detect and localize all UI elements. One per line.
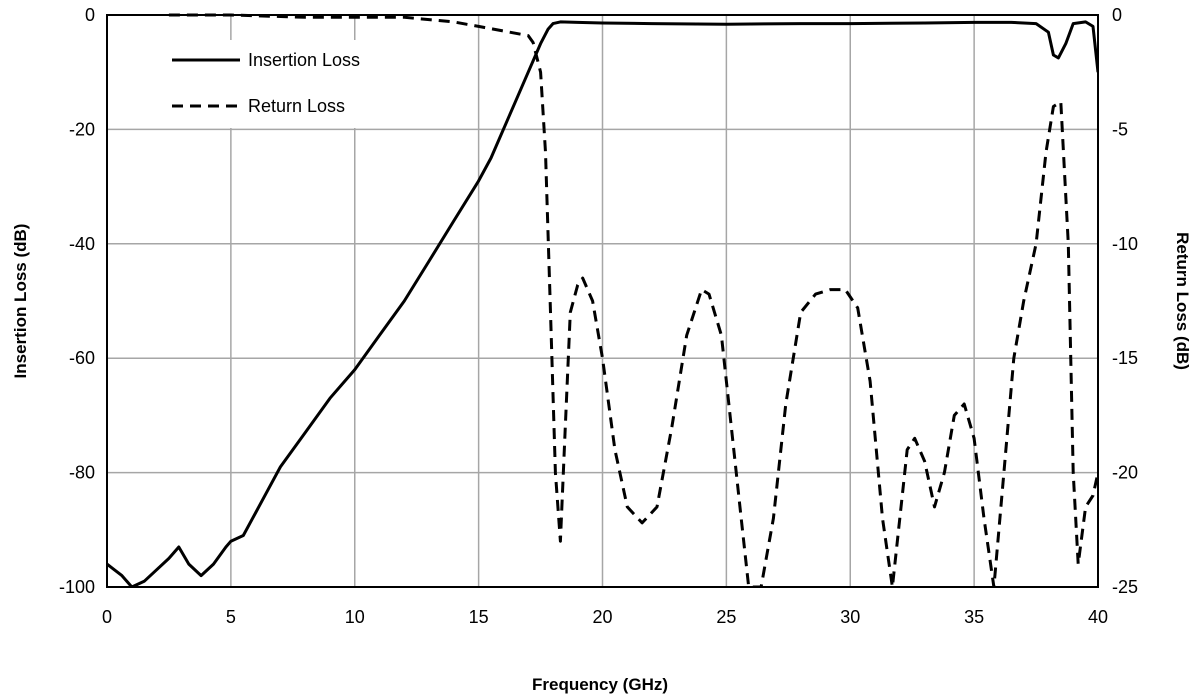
y-tick-label-left: -60 [69,348,95,368]
x-axis-title: Frequency (GHz) [532,675,668,694]
y-tick-label-left: -40 [69,234,95,254]
x-tick-label: 35 [964,607,984,627]
legend: Insertion Loss Return Loss [140,40,390,128]
y-tick-label-right: -25 [1112,577,1138,597]
x-tick-label: 40 [1088,607,1108,627]
y-tick-label-right: -5 [1112,119,1128,139]
legend-label-insertion-loss: Insertion Loss [248,50,360,70]
x-tick-label: 5 [226,607,236,627]
y-tick-labels-right: 0 -5 -10 -15 -20 -25 [1112,5,1138,597]
x-tick-label: 25 [716,607,736,627]
series-layer [107,13,1098,587]
y-tick-labels-left: 0 -20 -40 -60 -80 -100 [59,5,95,597]
y-tick-label-left: -80 [69,463,95,483]
series-line-return-loss [168,13,1098,587]
series-line-insertion-loss [107,20,1098,587]
x-tick-label: 10 [345,607,365,627]
y-tick-label-left: -100 [59,577,95,597]
y-axis-title-left: Insertion Loss (dB) [11,224,30,379]
y-tick-label-right: -15 [1112,348,1138,368]
y-tick-label-right: -20 [1112,463,1138,483]
legend-label-return-loss: Return Loss [248,96,345,116]
x-tick-label: 15 [469,607,489,627]
x-tick-labels: 0 5 10 15 20 25 30 35 40 [102,607,1108,627]
y-tick-label-right: 0 [1112,5,1122,25]
x-tick-label: 30 [840,607,860,627]
plot-border [106,14,1099,588]
y-axis-title-right: Return Loss (dB) [1173,232,1192,370]
x-tick-label: 0 [102,607,112,627]
y-tick-label-right: -10 [1112,234,1138,254]
y-tick-label-left: -20 [69,119,95,139]
y-tick-label-left: 0 [85,5,95,25]
x-tick-label: 20 [592,607,612,627]
